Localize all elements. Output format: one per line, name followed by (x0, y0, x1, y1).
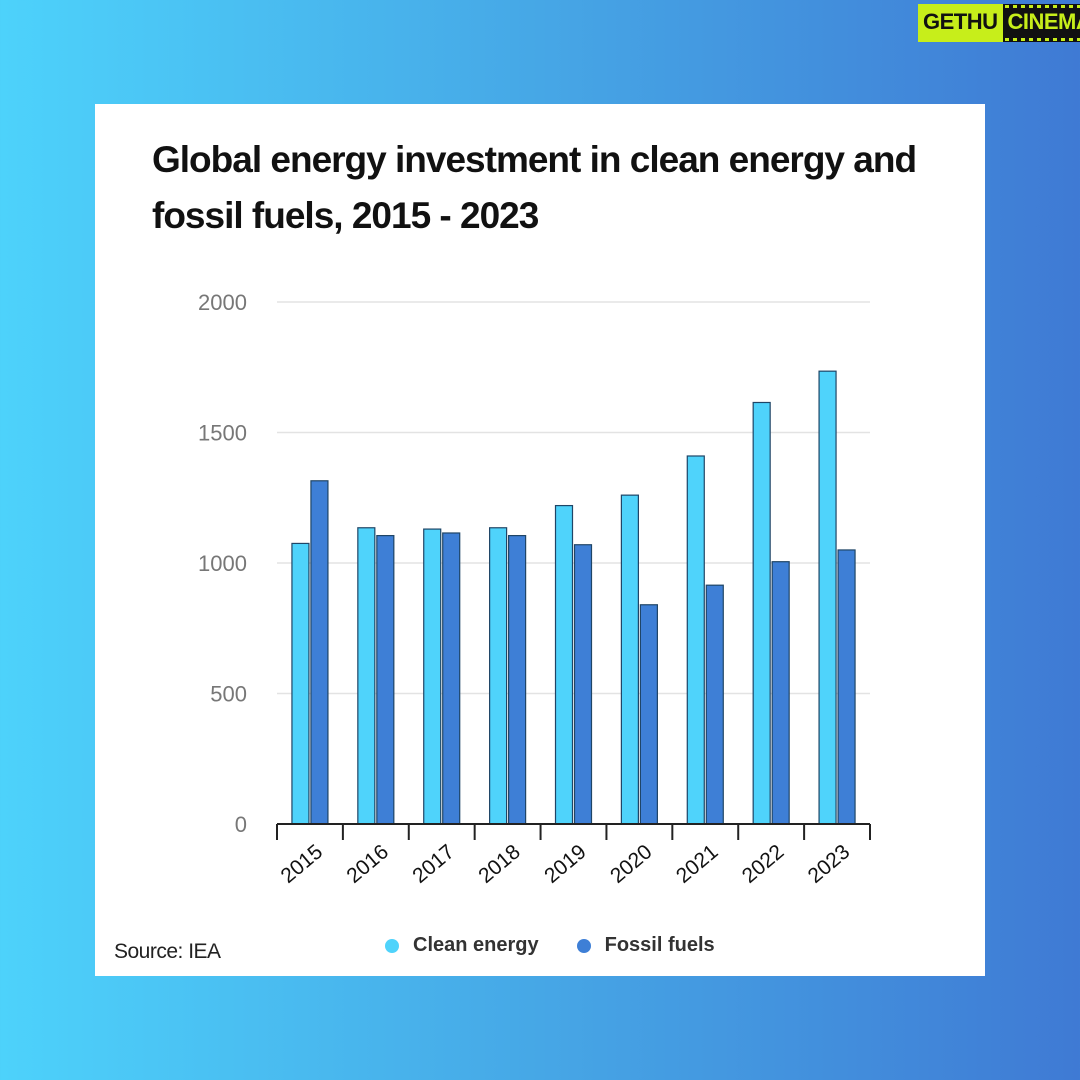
fossil-fuels-dot-icon (576, 938, 591, 953)
chart-card: Global energy investment in clean energy… (95, 104, 985, 976)
x-tick-label: 2023 (804, 840, 855, 888)
x-tick-label: 2017 (408, 840, 459, 888)
bar-clean-energy-2018 (489, 527, 508, 825)
bar-fossil-fuels-2020 (639, 604, 658, 825)
bar-fossil-fuels-2015 (310, 480, 329, 825)
legend-label-clean: Clean energy (413, 934, 539, 956)
bar-fossil-fuels-2021 (705, 584, 724, 825)
bar-clean-energy-2016 (357, 527, 376, 825)
y-tick-label: 500 (210, 682, 247, 707)
grid-lines (277, 301, 870, 695)
logo: GETHU CINEMA (918, 4, 1080, 42)
x-tick-label: 2022 (738, 840, 789, 888)
chart-title: Global energy investment in clean energy… (152, 139, 917, 236)
x-tick-label: 2016 (342, 840, 393, 888)
y-tick-label: 2000 (198, 290, 247, 315)
legend-label-fossil: Fossil fuels (604, 934, 715, 956)
bar-fossil-fuels-2017 (442, 532, 461, 825)
legend-item-clean: Clean energy (385, 934, 539, 957)
bar-fossil-fuels-2016 (376, 534, 395, 825)
logo-text-left: GETHU (918, 4, 1003, 42)
bar-clean-energy-2023 (818, 370, 837, 825)
bar-clean-energy-2017 (423, 528, 442, 825)
bar-fossil-fuels-2022 (771, 561, 790, 825)
source-note: Source: IEA (114, 940, 221, 963)
y-axis-ticks: 0 500 1000 1500 2000 (198, 290, 247, 837)
bar-clean-energy-2015 (291, 542, 310, 825)
y-tick-label: 1500 (198, 421, 247, 446)
legend: Clean energy Fossil fuels (385, 934, 715, 957)
legend-item-fossil: Fossil fuels (576, 934, 715, 957)
bar-clean-energy-2019 (554, 504, 574, 825)
logo-text-right: CINEMA (1002, 4, 1080, 42)
x-tick-label: 2021 (672, 840, 723, 888)
x-tick-label: 2018 (474, 840, 525, 888)
bar-fossil-fuels-2023 (837, 549, 856, 825)
bar-clean-energy-2022 (752, 401, 771, 825)
clean-energy-dot-icon (385, 938, 399, 953)
x-tick-label: 2019 (540, 840, 591, 888)
bar-fossil-fuels-2019 (573, 544, 593, 825)
bar-chart: 0 500 1000 1500 2000 2015 2016 2017 2018 2019 202… (198, 290, 871, 888)
x-axis-ticks: 2015 2016 2017 2018 2019 2020 2021 2022 2023 (277, 840, 855, 888)
x-tick-label: 2020 (606, 840, 657, 888)
x-axis (276, 823, 871, 840)
y-tick-label: 1000 (198, 551, 247, 576)
bars (291, 370, 856, 825)
bar-clean-energy-2020 (620, 494, 639, 825)
x-tick-label: 2015 (277, 840, 328, 888)
y-tick-label: 0 (235, 812, 247, 837)
bar-fossil-fuels-2018 (508, 534, 527, 825)
bar-clean-energy-2021 (686, 455, 705, 825)
